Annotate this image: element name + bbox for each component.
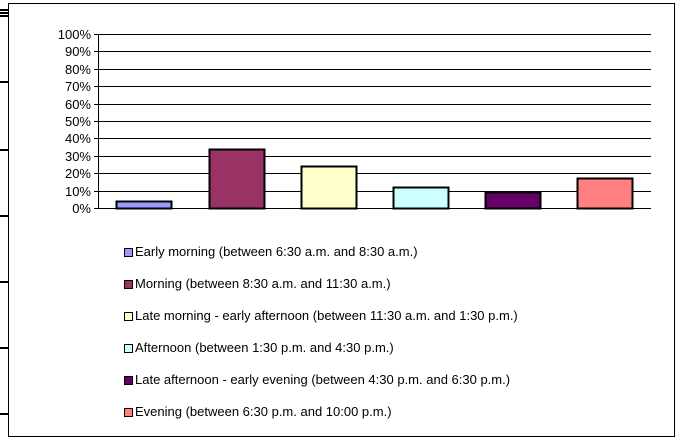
legend-swatch: [124, 408, 133, 417]
legend-item: Early morning (between 6:30 a.m. and 8:3…: [124, 244, 518, 276]
legend-swatch: [124, 376, 133, 385]
y-tick-label: 20%: [65, 166, 91, 181]
legend-label: Evening (between 6:30 p.m. and 10:00 p.m…: [135, 404, 392, 419]
legend-label: Morning (between 8:30 a.m. and 11:30 a.m…: [135, 276, 391, 291]
y-tick-label: 30%: [65, 149, 91, 164]
bar-2: [208, 148, 266, 210]
plot-area: 0% 10% 20% 30% 40% 50% 60% 70% 80% 90% 100%: [58, 27, 651, 216]
y-tick-label: 40%: [65, 131, 91, 146]
y-tick-label: 50%: [65, 114, 91, 129]
legend-swatch: [124, 248, 133, 257]
y-tick-label: 0%: [72, 201, 91, 216]
y-tick-label: 60%: [65, 97, 91, 112]
y-tick-label: 100%: [58, 27, 92, 42]
y-tick-label: 80%: [65, 62, 91, 77]
chart-border: [8, 3, 675, 437]
legend-swatch: [124, 312, 133, 321]
left-edge-marks: [0, 9, 8, 415]
legend-label: Afternoon (between 1:30 p.m. and 4:30 p.…: [135, 340, 394, 355]
bar-5: [484, 191, 542, 210]
bar-1: [115, 200, 173, 210]
y-tick-label: 90%: [65, 44, 91, 59]
legend-item: Late afternoon - early evening (between …: [124, 372, 518, 404]
legend-label: Early morning (between 6:30 a.m. and 8:3…: [135, 244, 418, 259]
y-tick-label: 70%: [65, 79, 91, 94]
legend-label: Late afternoon - early evening (between …: [135, 372, 511, 387]
legend-item: Morning (between 8:30 a.m. and 11:30 a.m…: [124, 276, 518, 308]
bar-4: [392, 186, 450, 210]
bar-3: [300, 165, 358, 210]
legend: Early morning (between 6:30 a.m. and 8:3…: [124, 244, 518, 436]
y-tick-label: 10%: [65, 184, 91, 199]
legend-swatch: [124, 344, 133, 353]
legend-label: Late morning - early afternoon (between …: [135, 308, 518, 323]
bar-6: [576, 177, 634, 210]
legend-item: Late morning - early afternoon (between …: [124, 308, 518, 340]
legend-item: Evening (between 6:30 p.m. and 10:00 p.m…: [124, 404, 518, 436]
legend-item: Afternoon (between 1:30 p.m. and 4:30 p.…: [124, 340, 518, 372]
legend-swatch: [124, 280, 133, 289]
